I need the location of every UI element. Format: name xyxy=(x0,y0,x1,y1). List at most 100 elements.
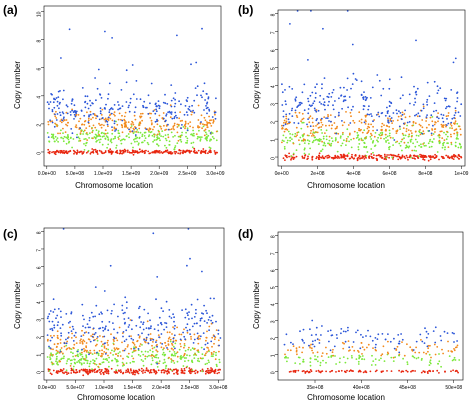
data-point xyxy=(399,157,402,160)
data-point xyxy=(355,79,358,81)
data-point xyxy=(450,89,453,91)
data-point xyxy=(170,369,173,371)
data-point xyxy=(397,158,400,161)
data-point xyxy=(353,349,356,352)
data-point xyxy=(167,337,170,340)
data-point xyxy=(388,134,391,137)
data-point xyxy=(83,318,85,321)
data-point xyxy=(142,323,144,326)
data-point xyxy=(197,149,200,152)
data-point xyxy=(426,103,429,106)
data-point xyxy=(48,152,51,155)
data-point xyxy=(107,369,110,372)
data-point xyxy=(85,369,88,371)
data-point xyxy=(65,338,67,341)
data-point xyxy=(401,132,404,135)
data-point xyxy=(296,10,299,12)
data-point xyxy=(205,105,207,107)
data-point xyxy=(332,348,334,351)
data-point xyxy=(114,135,116,138)
x-tick-label: 0.0e+00 xyxy=(38,171,56,177)
data-point xyxy=(140,321,143,323)
data-point xyxy=(155,298,157,301)
data-point xyxy=(90,311,93,314)
data-point xyxy=(128,324,131,326)
data-point xyxy=(386,135,389,138)
data-point xyxy=(70,312,73,315)
data-point xyxy=(307,97,309,100)
data-point xyxy=(155,339,158,342)
data-point xyxy=(374,132,377,134)
data-point xyxy=(148,130,150,133)
data-point xyxy=(320,126,323,128)
data-point xyxy=(358,139,360,141)
data-point xyxy=(84,138,87,140)
data-point xyxy=(320,334,322,336)
data-point xyxy=(210,319,213,322)
data-point xyxy=(104,370,106,373)
data-point xyxy=(281,91,284,94)
data-point xyxy=(66,105,69,108)
data-point xyxy=(106,132,109,135)
data-point xyxy=(63,355,65,358)
data-point xyxy=(162,135,165,138)
data-point xyxy=(84,144,87,147)
data-point xyxy=(452,158,455,161)
data-point xyxy=(81,340,83,343)
data-point xyxy=(100,355,102,358)
data-point xyxy=(177,152,180,155)
data-point xyxy=(113,104,116,106)
data-point xyxy=(46,101,49,104)
data-point xyxy=(446,105,448,108)
data-point xyxy=(316,83,318,86)
data-point xyxy=(148,354,150,357)
data-point xyxy=(441,125,443,128)
x-tick-label: 5.0e+08 xyxy=(66,171,84,177)
data-point xyxy=(211,345,213,348)
data-point xyxy=(186,96,189,99)
data-point xyxy=(300,120,302,123)
data-point xyxy=(178,348,181,351)
data-point xyxy=(138,151,141,154)
data-point xyxy=(170,99,173,102)
data-point xyxy=(401,113,404,116)
data-point xyxy=(189,369,192,372)
data-point xyxy=(136,152,139,154)
data-point xyxy=(308,344,310,347)
data-point xyxy=(171,359,173,362)
data-point xyxy=(392,158,394,160)
data-point xyxy=(386,112,389,114)
data-point xyxy=(109,264,112,267)
y-tick-label: 7 xyxy=(37,249,43,252)
data-point xyxy=(210,353,213,355)
data-point xyxy=(125,307,128,309)
data-point xyxy=(393,139,396,141)
data-point xyxy=(291,138,293,141)
data-point xyxy=(186,127,189,130)
data-point xyxy=(173,372,175,375)
plot-frame xyxy=(277,231,464,381)
data-point xyxy=(117,101,119,103)
data-point xyxy=(430,145,433,148)
data-point xyxy=(157,324,160,326)
data-point xyxy=(438,158,440,161)
data-point xyxy=(184,105,187,107)
data-point xyxy=(82,339,85,342)
data-point xyxy=(49,328,52,330)
data-point xyxy=(410,132,413,135)
data-point xyxy=(431,129,434,131)
data-point xyxy=(190,63,192,66)
data-point xyxy=(430,114,433,117)
data-point xyxy=(170,358,173,360)
data-point xyxy=(311,319,314,322)
data-point xyxy=(309,361,312,363)
data-point xyxy=(180,345,182,348)
y-tick-label: 0 xyxy=(37,152,43,155)
data-point xyxy=(318,371,321,373)
data-point xyxy=(87,107,90,110)
data-point xyxy=(444,370,446,373)
data-point xyxy=(208,361,210,364)
data-point xyxy=(183,346,185,349)
data-point xyxy=(443,131,445,134)
data-point xyxy=(119,351,121,353)
